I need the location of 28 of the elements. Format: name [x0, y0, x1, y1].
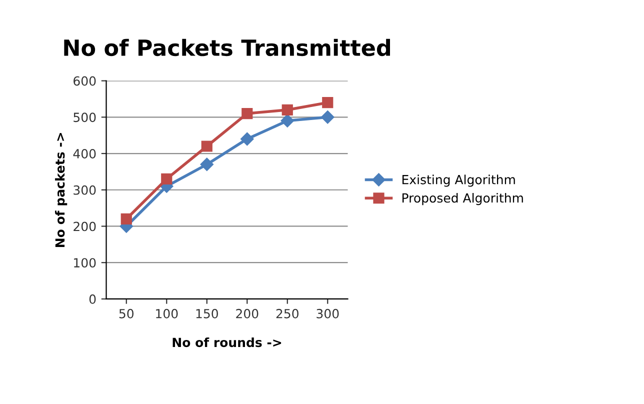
point: [322, 97, 334, 108]
x-tick-label: 150: [196, 308, 218, 318]
y-tick-label: 0: [89, 294, 96, 304]
x-tick-label: 100: [156, 308, 178, 318]
x-tick-label: 200: [236, 308, 258, 318]
point: [120, 213, 132, 225]
y-tick-label: 300: [74, 185, 96, 195]
y-tick-label: 600: [74, 76, 96, 86]
point: [282, 104, 293, 116]
y-axis-title: No of packets ->: [55, 132, 68, 247]
y-tick-label: 100: [74, 258, 96, 268]
point: [161, 173, 172, 185]
y-tick-label: 500: [74, 112, 96, 122]
legend-label: Existing Algorithm: [402, 174, 515, 187]
point: [242, 108, 253, 120]
point: [200, 158, 214, 172]
point: [240, 132, 254, 146]
chart-title: No of Packets Transmitted: [64, 38, 390, 56]
y-tick-label: 400: [73, 148, 96, 158]
x-tick-label: 50: [119, 308, 134, 318]
x-tick-label: 300: [316, 308, 339, 318]
legend-label: Proposed Algorithm: [402, 193, 523, 206]
y-tick-label: 200: [74, 222, 96, 232]
x-tick-label: 250: [276, 308, 298, 318]
point: [321, 110, 334, 124]
x-axis-title: No of rounds ->: [172, 337, 282, 348]
point: [201, 140, 212, 152]
point: [280, 114, 294, 128]
